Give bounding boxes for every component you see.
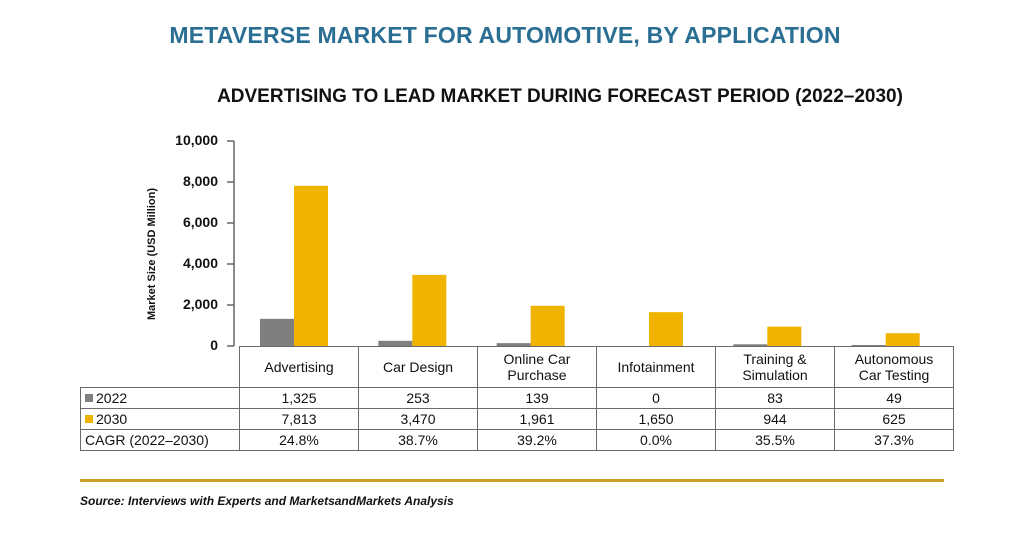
legend-label-2030: 2030: [96, 411, 128, 427]
value-cell-2030: 1,650: [596, 408, 716, 430]
bar-2022-1: [378, 340, 413, 346]
value-cell-2022: 49: [834, 387, 954, 409]
data-table: Advertising Car Design Online Car Purchase I…: [80, 346, 954, 451]
value-cell-2022: 139: [477, 387, 597, 409]
category-label: Autonomous Car Testing: [834, 346, 954, 388]
chart-title: METAVERSE MARKET FOR AUTOMOTIVE, BY APPL…: [169, 22, 841, 48]
value-cell-2030: 3,470: [358, 408, 478, 430]
bar-2030-0: [294, 185, 328, 346]
y-tick-label: 2,000: [182, 296, 218, 312]
y-tick-label: 10,000: [175, 132, 218, 148]
cagr-cell: 38.7%: [358, 429, 478, 451]
value-cell-2022: 0: [596, 387, 716, 409]
category-label: Infotainment: [596, 346, 716, 388]
table-corner: [80, 346, 240, 388]
bar-2030-1: [412, 274, 447, 346]
legend-label-2022: 2022: [96, 390, 128, 406]
y-tick-label: 6,000: [182, 214, 218, 230]
value-cell-2030: 1,961: [477, 408, 597, 430]
cagr-cell: 37.3%: [834, 429, 954, 451]
bar-chart: [227, 140, 920, 347]
category-label: Online Car Purchase: [477, 346, 597, 388]
cagr-cell: 35.5%: [715, 429, 835, 451]
cagr-label: CAGR (2022–2030): [80, 429, 240, 451]
swatch-2030: [85, 415, 93, 423]
cagr-cell: 0.0%: [596, 429, 716, 451]
category-label: Car Design: [358, 346, 478, 388]
bar-2022-2: [496, 343, 531, 346]
swatch-2022: [85, 394, 93, 402]
bar-2030-4: [767, 326, 802, 346]
value-cell-2022: 1,325: [239, 387, 359, 409]
row-2030: 2030 7,813 3,470 1,961 1,650 944 625: [80, 408, 954, 430]
y-tick-label: 8,000: [182, 173, 218, 189]
bar-2030-5: [885, 333, 920, 346]
value-cell-2030: 625: [834, 408, 954, 430]
bar-2022-0: [260, 318, 294, 346]
row-2022: 2022 1,325 253 139 0 83 49: [80, 387, 954, 409]
bar-2022-4: [733, 344, 768, 346]
value-cell-2030: 7,813: [239, 408, 359, 430]
category-label: Advertising: [239, 346, 359, 388]
bar-2030-2: [530, 305, 565, 346]
y-tick-label: 0: [210, 337, 218, 353]
divider-line: [80, 479, 944, 482]
legend-2030: 2030: [80, 408, 240, 430]
category-label: Training & Simulation: [715, 346, 835, 388]
value-cell-2030: 944: [715, 408, 835, 430]
bar-2030-3: [649, 312, 683, 346]
cagr-cell: 24.8%: [239, 429, 359, 451]
value-cell-2022: 83: [715, 387, 835, 409]
cagr-cell: 39.2%: [477, 429, 597, 451]
chart-subtitle: ADVERTISING TO LEAD MARKET DURING FORECA…: [217, 86, 903, 107]
bar-2022-5: [851, 344, 886, 346]
category-row: Advertising Car Design Online Car Purchase I…: [80, 346, 954, 388]
y-tick-label: 4,000: [182, 255, 218, 271]
source-note: Source: Interviews with Experts and Mark…: [80, 494, 454, 508]
value-cell-2022: 253: [358, 387, 478, 409]
row-cagr: CAGR (2022–2030) 24.8% 38.7% 39.2% 0.0% 35.5…: [80, 429, 954, 451]
legend-2022: 2022: [80, 387, 240, 409]
